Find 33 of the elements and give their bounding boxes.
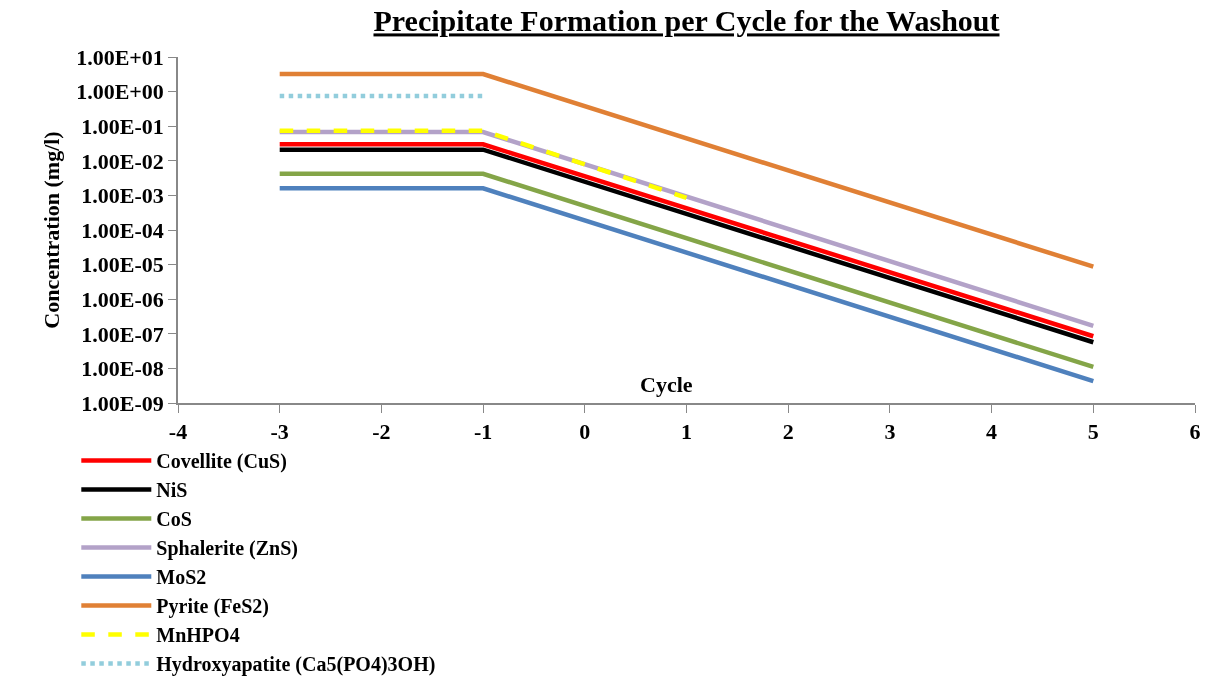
legend-label: Sphalerite (ZnS) xyxy=(156,537,298,561)
legend-label: NiS xyxy=(156,479,188,502)
y-tick-label: 1.00E+01 xyxy=(76,44,164,70)
y-tick-label: 1.00E-04 xyxy=(81,217,164,243)
y-tick-label: 1.00E-06 xyxy=(81,286,164,312)
y-tick-label: 1.00E-07 xyxy=(81,321,164,347)
legend-label: MoS2 xyxy=(156,566,207,589)
x-tick-label: 5 xyxy=(1087,419,1099,445)
x-axis-title: Cycle xyxy=(640,372,693,397)
legend-label: Pyrite (FeS2) xyxy=(156,595,270,619)
x-tick-label: 1 xyxy=(681,419,692,445)
y-tick-label: 1.00E-03 xyxy=(81,183,164,209)
x-tick-label: -1 xyxy=(473,419,493,445)
x-tick-label: 6 xyxy=(1189,419,1201,445)
x-tick-label: -2 xyxy=(372,419,391,445)
y-tick-label: 1.00E-05 xyxy=(81,252,164,278)
x-tick-label: -4 xyxy=(168,419,188,445)
x-tick-label: -3 xyxy=(270,419,289,445)
y-tick-label: 1.00E-09 xyxy=(81,390,164,416)
legend-label: CoS xyxy=(156,508,192,531)
legend-label: MnHPO4 xyxy=(156,624,240,647)
y-tick-label: 1.00E-02 xyxy=(81,148,164,174)
chart-title: Precipitate Formation per Cycle for the Washout xyxy=(373,4,1000,38)
y-tick-label: 1.00E-01 xyxy=(81,113,164,139)
y-tick-label: 1.00E-08 xyxy=(81,356,164,382)
x-tick-label: 3 xyxy=(884,419,896,445)
y-axis-title: Concentration (mg/l) xyxy=(39,131,65,329)
x-tick-label: 2 xyxy=(782,419,794,445)
x-tick-label: 0 xyxy=(579,419,591,445)
x-tick-label: 4 xyxy=(986,419,998,445)
y-tick-label: 1.00E+00 xyxy=(76,79,164,105)
legend-label: Covellite (CuS) xyxy=(156,450,287,474)
legend-label: Hydroxyapatite (Ca5(PO4)3OH) xyxy=(156,653,436,677)
